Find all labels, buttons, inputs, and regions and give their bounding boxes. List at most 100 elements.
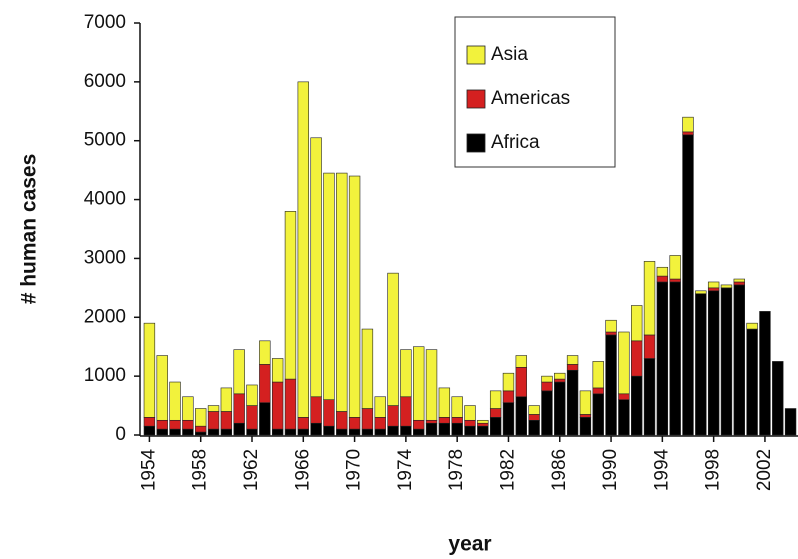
bar-segment <box>271 428 284 436</box>
bar-segment <box>541 381 553 392</box>
x-tick-label: 1982 <box>497 449 518 491</box>
bar-segment <box>233 422 245 436</box>
bar-segment <box>566 355 579 365</box>
y-tick-label: 2000 <box>84 306 126 327</box>
x-tick-label: 1966 <box>292 449 313 491</box>
bar-segment <box>297 428 309 436</box>
bar-segment <box>541 390 553 436</box>
bar-segment <box>400 425 412 436</box>
bar-segment <box>361 428 374 436</box>
bar-segment <box>528 405 540 415</box>
bar-segment <box>784 408 797 436</box>
bar-segment <box>207 405 220 412</box>
bar-segment <box>400 349 412 398</box>
bar-segment <box>656 281 669 436</box>
bar-segment <box>720 284 733 289</box>
x-tick-label: 2002 <box>754 449 775 491</box>
bar-segment <box>451 417 463 424</box>
x-axis-title: year <box>448 533 491 556</box>
bar-segment <box>195 408 207 427</box>
bar-segment <box>592 361 604 389</box>
bar-segment <box>323 425 335 436</box>
y-tick-label: 1000 <box>84 365 126 386</box>
bar-segment <box>707 281 720 289</box>
x-tick-label: 1986 <box>549 449 570 491</box>
x-tick-label: 1974 <box>395 448 416 491</box>
bar-segment <box>169 381 181 421</box>
bar-segment <box>502 390 515 403</box>
bar-segment <box>156 355 168 421</box>
bar-segment <box>169 428 181 436</box>
bar-segment <box>515 355 527 368</box>
bar-segment <box>323 399 335 427</box>
bar-segment <box>451 422 463 436</box>
bar-segment <box>413 346 425 421</box>
bar-segment <box>143 417 156 427</box>
bar-segment <box>297 417 309 430</box>
legend-swatch <box>466 133 486 153</box>
bar-segment <box>682 131 694 136</box>
bar-segment <box>374 396 386 418</box>
bar-segment <box>682 134 694 436</box>
bar-segment <box>336 411 348 430</box>
bar-segment <box>387 272 399 406</box>
x-tick-label: 1998 <box>703 449 724 491</box>
bar-segment <box>259 340 271 365</box>
bar-segment <box>515 367 527 398</box>
y-tick-label: 0 <box>115 424 126 445</box>
bar-segment <box>733 281 745 286</box>
legend-swatch <box>466 89 486 109</box>
bar-segment <box>374 428 386 436</box>
bar-segment <box>438 422 451 436</box>
bar-segment <box>336 172 348 412</box>
bar-segment <box>489 408 502 418</box>
bar-segment <box>156 419 168 430</box>
bar-segment <box>284 378 297 430</box>
bar-segment <box>438 417 451 424</box>
bar-segment <box>413 419 425 430</box>
x-tick-label: 1970 <box>344 449 365 491</box>
bar-segment <box>425 422 438 436</box>
bar-segment <box>592 393 604 436</box>
bar-segment <box>310 396 322 424</box>
bar-segment <box>246 428 258 436</box>
bar-segment <box>618 331 630 395</box>
bar-segment <box>246 405 258 430</box>
x-tick-label: 1994 <box>651 448 672 491</box>
bar-segment <box>579 417 592 436</box>
bar-segment <box>387 425 399 436</box>
bar-segment <box>707 290 720 436</box>
bar-segment <box>541 375 553 383</box>
bar-segment <box>554 378 566 383</box>
x-tick-label: 1978 <box>446 449 467 491</box>
y-tick-label: 5000 <box>84 130 126 151</box>
x-tick-label: 1990 <box>600 449 621 491</box>
bar-segment <box>656 266 669 277</box>
y-tick-label: 7000 <box>84 12 126 33</box>
bar-segment <box>451 396 463 418</box>
bar-segment <box>195 431 207 436</box>
bar-segment <box>566 369 579 436</box>
bar-segment <box>361 408 374 430</box>
legend-label: Africa <box>491 132 540 153</box>
legend-label: Asia <box>491 44 528 65</box>
bar-segment <box>643 261 656 336</box>
bar-segment <box>310 137 322 398</box>
bar-segment <box>259 402 271 436</box>
bar-segment <box>374 417 386 430</box>
bar-segment <box>143 425 156 436</box>
bar-segment <box>707 287 720 292</box>
bar-segment <box>464 419 476 427</box>
bar-segment <box>297 81 309 418</box>
bar-segment <box>400 396 412 427</box>
bar-segment <box>566 364 579 371</box>
bar-segment <box>746 322 758 330</box>
bar-segment <box>413 428 425 436</box>
bar-segment <box>618 399 630 436</box>
bar-segment <box>528 419 540 436</box>
bar-segment <box>425 419 438 424</box>
bar-segment <box>631 305 643 342</box>
bar-segment <box>579 390 592 415</box>
bar-segment <box>554 372 566 380</box>
